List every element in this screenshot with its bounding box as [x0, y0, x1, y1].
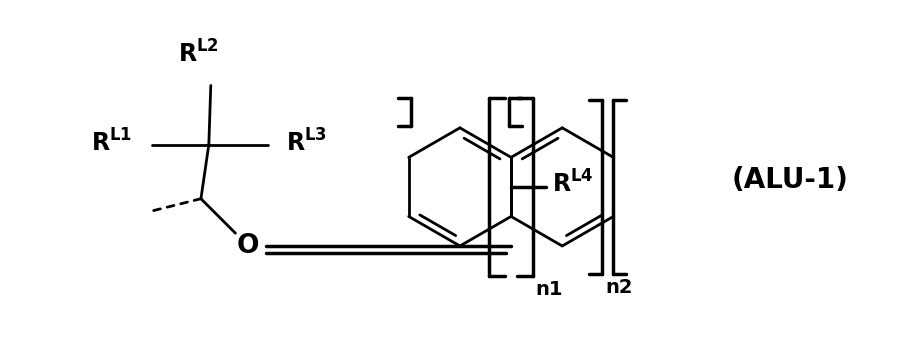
Text: O: O [237, 233, 260, 259]
Text: $\mathbf{R}^{\mathbf{L1}}$: $\mathbf{R}^{\mathbf{L1}}$ [91, 129, 132, 156]
Text: $\mathbf{R}^{\mathbf{L4}}$: $\mathbf{R}^{\mathbf{L4}}$ [552, 171, 594, 198]
Text: n2: n2 [606, 278, 633, 298]
Text: $\mathbf{R}^{\mathbf{L2}}$: $\mathbf{R}^{\mathbf{L2}}$ [179, 41, 220, 68]
Text: (ALU-1): (ALU-1) [731, 166, 848, 194]
Text: n1: n1 [536, 281, 563, 299]
Text: $\mathbf{R}^{\mathbf{L3}}$: $\mathbf{R}^{\mathbf{L3}}$ [286, 129, 327, 156]
